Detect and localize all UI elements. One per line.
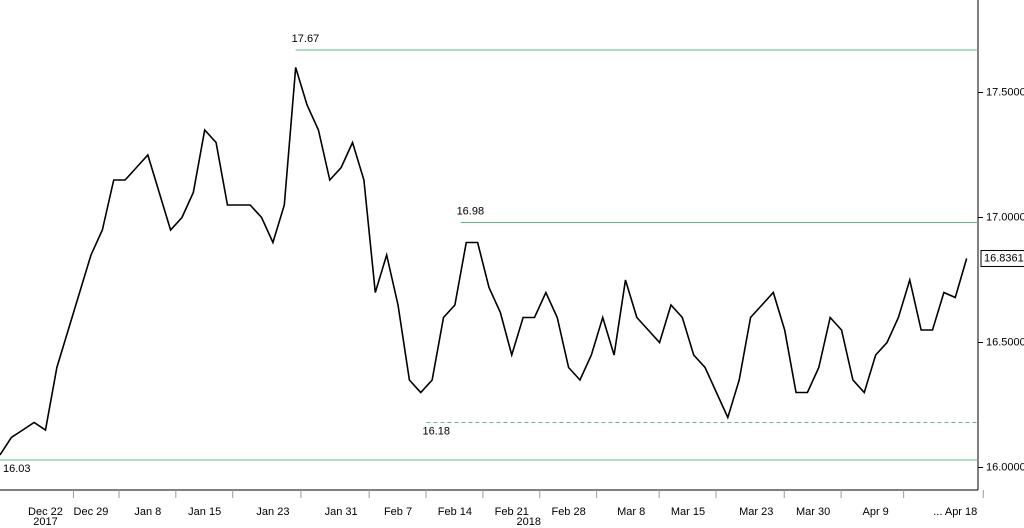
x-tick-label: Mar 8 [617, 506, 645, 518]
x-tick-label: Dec 22 [28, 506, 63, 518]
x-tick-label: ... Apr 18 [933, 506, 977, 518]
level-label: 16.03 [3, 463, 31, 475]
x-tick-label: Mar 15 [671, 506, 705, 518]
y-tick-label: 16.0000 [986, 461, 1024, 473]
x-tick-label: Apr 9 [863, 506, 889, 518]
x-tick-label: Feb 28 [551, 506, 585, 518]
year-label: 2017 [33, 516, 57, 528]
last-value-label: 16.8361 [984, 252, 1024, 264]
y-tick-label: 17.5000 [986, 86, 1024, 98]
x-tick-label: Jan 23 [256, 506, 289, 518]
x-tick-label: Feb 14 [438, 506, 472, 518]
x-tick-label: Dec 29 [74, 506, 109, 518]
year-label: 2018 [517, 516, 541, 528]
x-tick-label: Mar 30 [796, 506, 830, 518]
x-tick-label: Jan 15 [188, 506, 221, 518]
x-tick-label: Feb 21 [495, 506, 529, 518]
y-tick-label: 16.5000 [986, 336, 1024, 348]
level-label: 16.18 [422, 425, 450, 437]
level-label: 17.67 [292, 33, 320, 45]
x-tick-label: Jan 8 [134, 506, 161, 518]
last-value-box [980, 249, 1024, 267]
level-label: 16.98 [457, 205, 485, 217]
price-line [0, 67, 968, 456]
x-tick-label: Feb 7 [384, 506, 412, 518]
x-tick-label: Mar 23 [739, 506, 773, 518]
y-tick-label: 17.0000 [986, 211, 1024, 223]
x-tick-label: Jan 31 [325, 506, 358, 518]
